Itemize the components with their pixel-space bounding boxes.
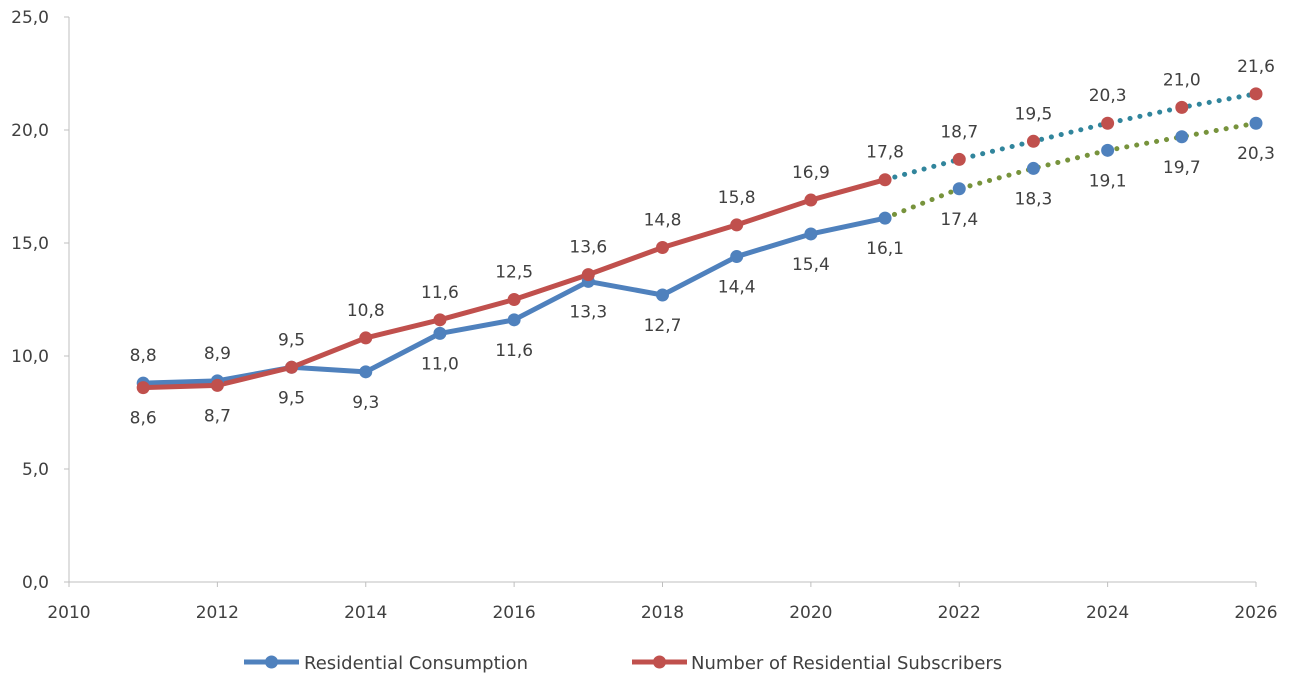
data-label: 11,6 bbox=[421, 283, 459, 303]
data-label: 10,8 bbox=[347, 301, 385, 321]
data-point bbox=[433, 313, 447, 327]
series-forecast-line-1 bbox=[882, 120, 1259, 221]
data-label: 9,5 bbox=[278, 388, 305, 408]
data-point bbox=[730, 218, 744, 232]
data-point bbox=[1026, 134, 1040, 148]
y-tick-label: 0,0 bbox=[22, 573, 49, 593]
data-label: 18,7 bbox=[940, 122, 978, 142]
data-point bbox=[952, 152, 966, 166]
x-tick-label: 2022 bbox=[938, 603, 981, 623]
data-label: 8,9 bbox=[204, 344, 231, 364]
data-label: 8,8 bbox=[130, 346, 157, 366]
data-label: 16,1 bbox=[866, 239, 904, 259]
data-point bbox=[804, 227, 818, 241]
x-tick-label: 2026 bbox=[1234, 603, 1277, 623]
data-point bbox=[656, 288, 669, 302]
data-label: 14,8 bbox=[644, 211, 682, 231]
data-label: 19,7 bbox=[1163, 158, 1201, 178]
data-point bbox=[359, 331, 373, 345]
data-point bbox=[285, 360, 299, 374]
data-point bbox=[210, 378, 224, 392]
x-tick-label: 2014 bbox=[344, 603, 387, 623]
x-tick-label: 2012 bbox=[196, 603, 239, 623]
x-tick-label: 2010 bbox=[47, 603, 90, 623]
legend-label: Residential Consumption bbox=[304, 653, 528, 674]
y-tick-label: 10,0 bbox=[11, 347, 49, 367]
data-point bbox=[581, 268, 595, 282]
data-point bbox=[952, 182, 966, 196]
data-point bbox=[136, 381, 150, 395]
series-points bbox=[136, 87, 1263, 395]
data-label: 16,9 bbox=[792, 163, 830, 183]
y-tick-label: 25,0 bbox=[11, 8, 49, 28]
data-label: 17,8 bbox=[866, 143, 904, 163]
data-label: 20,3 bbox=[1089, 86, 1127, 106]
data-label: 12,5 bbox=[495, 263, 533, 283]
data-label: 21,0 bbox=[1163, 70, 1201, 90]
x-tick-label: 2018 bbox=[641, 603, 684, 623]
data-labels: 8,8 8,9 9,5 9,3 11,0 11,6 13,3 12,7 14,4 15,4 16,1… bbox=[130, 57, 1275, 429]
data-label: 8,7 bbox=[204, 406, 231, 426]
data-label: 14,4 bbox=[718, 278, 756, 298]
data-point bbox=[878, 211, 892, 225]
series-lines bbox=[140, 91, 1259, 391]
data-point bbox=[730, 250, 744, 264]
data-label: 9,5 bbox=[278, 330, 305, 350]
data-point bbox=[359, 365, 373, 379]
legend-label: Number of Residential Subscribers bbox=[691, 653, 1002, 674]
x-tick-label: 2020 bbox=[789, 603, 832, 623]
data-label: 19,1 bbox=[1089, 171, 1127, 191]
y-tick-label: 15,0 bbox=[11, 234, 49, 254]
data-point bbox=[1249, 87, 1263, 101]
data-label: 15,4 bbox=[792, 255, 830, 275]
data-label: 13,6 bbox=[569, 238, 607, 258]
legend-swatch-marker bbox=[653, 655, 666, 669]
data-point bbox=[656, 241, 669, 255]
data-label: 15,8 bbox=[718, 188, 756, 208]
data-point bbox=[507, 313, 521, 327]
data-point bbox=[1175, 130, 1189, 144]
x-tick-label: 2024 bbox=[1086, 603, 1129, 623]
data-point bbox=[1101, 116, 1115, 130]
data-label: 12,7 bbox=[644, 316, 682, 336]
axes: 0,0 5,0 10,0 15,0 20,0 25,0 2010 2012 2014 2016 20… bbox=[11, 8, 1277, 623]
data-label: 20,3 bbox=[1237, 144, 1275, 164]
data-label: 19,5 bbox=[1015, 104, 1053, 124]
data-point bbox=[1249, 116, 1263, 130]
data-point bbox=[1101, 143, 1115, 157]
legend-swatch-marker bbox=[265, 655, 278, 669]
data-point bbox=[1175, 100, 1189, 114]
y-tick-label: 5,0 bbox=[22, 460, 49, 480]
series-forecast-line-2 bbox=[882, 91, 1259, 183]
legend: Residential Consumption Number of Residen… bbox=[244, 653, 1002, 674]
data-label: 21,6 bbox=[1237, 57, 1275, 77]
data-point bbox=[433, 326, 447, 340]
data-point bbox=[507, 293, 521, 306]
data-label: 11,6 bbox=[495, 341, 533, 361]
y-tick-label: 20,0 bbox=[11, 121, 49, 141]
x-tick-label: 2016 bbox=[492, 603, 535, 623]
data-point bbox=[804, 193, 818, 207]
data-label: 8,6 bbox=[130, 409, 157, 429]
data-label: 9,3 bbox=[352, 393, 379, 413]
data-label: 18,3 bbox=[1015, 189, 1053, 209]
data-label: 17,4 bbox=[940, 210, 978, 230]
data-label: 11,0 bbox=[421, 354, 459, 374]
data-point bbox=[878, 173, 892, 187]
data-point bbox=[1026, 161, 1040, 175]
data-label: 13,3 bbox=[569, 302, 607, 322]
